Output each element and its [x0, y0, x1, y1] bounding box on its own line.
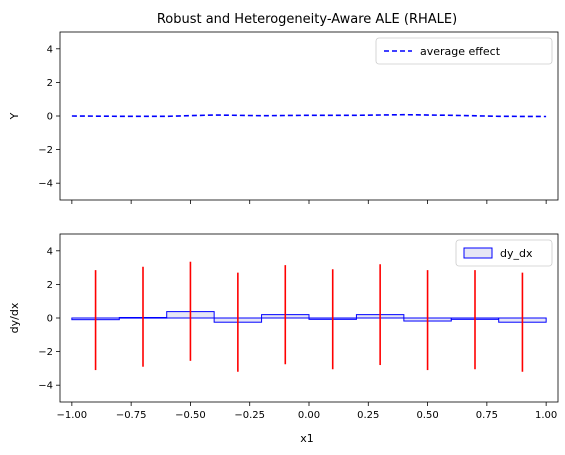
legend-dy-dx-swatch	[463, 247, 493, 259]
bottom-panel: −4 −2 0 2 4 −1.00 −0.75 −0.50 −0.25 0.00 0.25 0.50 0…	[38, 233, 559, 421]
top-y-tick-label: −4	[38, 179, 53, 190]
bottom-x-tick-label: 0.50	[416, 410, 438, 421]
top-legend-box	[375, 37, 553, 65]
bottom-x-tick-label: 0.25	[357, 410, 379, 421]
legend-average-effect-label: average effect	[420, 45, 501, 58]
bottom-x-tick-label: −1.00	[57, 410, 88, 421]
bottom-y-axis-label: dy/dx	[8, 302, 21, 333]
average-effect-line	[71, 113, 547, 118]
top-panel: −4 −2 0 2 4 average effect	[38, 31, 559, 204]
top-chart-title: Robust and Heterogeneity-Aware ALE (RHAL…	[157, 12, 457, 27]
bottom-y-tick-label: −2	[38, 347, 53, 358]
bottom-y-tick-label: 2	[47, 280, 53, 291]
top-y-axis-label: Y	[8, 112, 21, 120]
top-y-tick-label: 0	[47, 112, 53, 123]
bottom-x-tick-label: 1.00	[535, 410, 557, 421]
bottom-x-tick-label: −0.25	[234, 410, 265, 421]
bottom-x-tick-label: −0.75	[116, 410, 147, 421]
legend-dy-dx-label: dy_dx	[500, 247, 533, 260]
bottom-y-tick-label: 0	[47, 314, 53, 325]
bottom-x-tick-label: 0.75	[476, 410, 498, 421]
top-y-tick-label: −2	[38, 145, 53, 156]
bottom-x-axis-label: x1	[300, 432, 314, 445]
bottom-y-tick-label: −4	[38, 381, 53, 392]
bottom-x-tick-label: −0.50	[175, 410, 206, 421]
bottom-legend-box	[455, 239, 553, 267]
bottom-x-tick-label: 0.00	[298, 410, 320, 421]
top-y-tick-label: 4	[47, 44, 53, 55]
bottom-y-tick-label: 4	[47, 246, 53, 257]
top-y-tick-label: 2	[47, 78, 53, 89]
